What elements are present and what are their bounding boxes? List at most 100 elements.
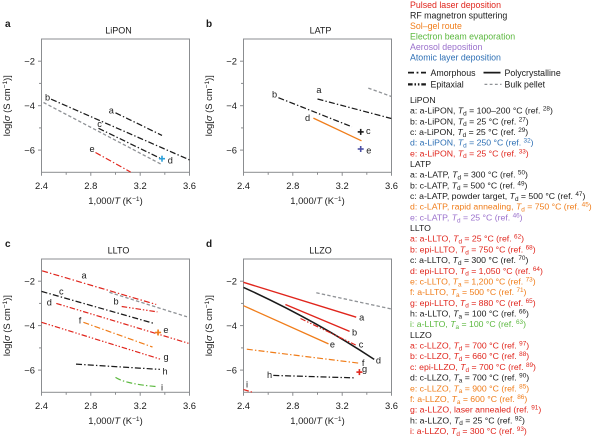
svg-text:f: a-LLZO, Ta = 600 °C (ref. 8: f: a-LLZO, Ta = 600 °C (ref. 86): [410, 394, 527, 406]
svg-text:d: d: [376, 355, 381, 365]
svg-text:Amorphous: Amorphous: [431, 68, 477, 78]
svg-text:b: c-LATP, Td = 500 °C (ref. 4: b: c-LATP, Td = 500 °C (ref. 49): [410, 180, 528, 192]
svg-text:d: epi-LLTO, Td = 1,050 °C (re: d: epi-LLTO, Td = 1,050 °C (ref. 64): [410, 266, 543, 278]
svg-text:c: c: [359, 340, 364, 350]
svg-text:d: c-LATP, rapid annealing, Td: d: c-LATP, rapid annealing, Td = 750 °C …: [410, 202, 592, 214]
svg-text:d: d: [168, 156, 173, 166]
svg-text:e: e: [330, 339, 335, 349]
svg-text:−2: −2: [24, 56, 35, 67]
svg-text:e: e: [89, 144, 94, 154]
svg-text:LLZO: LLZO: [309, 245, 332, 255]
svg-text:−4: −4: [24, 100, 35, 111]
svg-text:−4: −4: [226, 100, 237, 111]
svg-text:f: f: [362, 358, 365, 368]
svg-text:g: epi-LLTO, Td = 880 °C (ref.: g: epi-LLTO, Td = 880 °C (ref. 65): [410, 298, 536, 310]
svg-text:RF magnetron sputtering: RF magnetron sputtering: [410, 11, 507, 21]
svg-text:d: d: [305, 113, 310, 123]
svg-text:c: a-LiPON, Td = 25 °C (ref. 2: c: a-LiPON, Td = 25 °C (ref. 29): [410, 127, 528, 139]
svg-text:−6: −6: [24, 364, 35, 375]
svg-text:−2: −2: [24, 276, 35, 287]
svg-text:a: c-LLZO, Td = 700 °C (ref. 9: a: c-LLZO, Td = 700 °C (ref. 97): [410, 341, 529, 353]
svg-text:a: a: [5, 19, 11, 30]
svg-text:log[σ (S cm−1)]: log[σ (S cm−1)]: [1, 295, 12, 356]
svg-text:LiPON: LiPON: [105, 25, 132, 35]
svg-text:1,000/T (K−1): 1,000/T (K−1): [290, 415, 344, 426]
svg-text:h: h: [162, 366, 167, 376]
svg-text:3.2: 3.2: [134, 180, 147, 191]
svg-text:3.6: 3.6: [385, 400, 398, 411]
svg-text:Atomic layer deposition: Atomic layer deposition: [410, 53, 501, 63]
svg-text:2.8: 2.8: [84, 400, 97, 411]
svg-text:d: a-LiPON, Td = 250 °C (ref.: d: a-LiPON, Td = 250 °C (ref. 32): [410, 138, 534, 150]
svg-text:b: b: [45, 93, 50, 103]
svg-text:−2: −2: [226, 56, 237, 67]
svg-text:e: c-LLTO, Ta = 1,200 °C (ref.: e: c-LLTO, Ta = 1,200 °C (ref. 73): [410, 276, 536, 288]
svg-text:b: b: [206, 19, 212, 30]
svg-text:−6: −6: [226, 364, 237, 375]
svg-text:3.2: 3.2: [336, 400, 349, 411]
svg-text:c: c: [59, 287, 64, 297]
svg-text:2.8: 2.8: [286, 180, 299, 191]
svg-text:c: c: [5, 239, 11, 250]
svg-text:Sol–gel route: Sol–gel route: [410, 21, 462, 31]
svg-text:i: i: [161, 382, 163, 392]
svg-text:log[σ (S cm−1)]: log[σ (S cm−1)]: [1, 75, 12, 136]
svg-text:b: a-LiPON, Td = 25 °C (ref. 2: b: a-LiPON, Td = 25 °C (ref. 27): [410, 116, 529, 128]
svg-text:Pulsed laser deposition: Pulsed laser deposition: [410, 0, 501, 10]
svg-text:c: a-LATP, powder target, Td =: c: a-LATP, powder target, Td = 500 °C (r…: [410, 191, 585, 203]
svg-text:a: a: [359, 312, 365, 322]
svg-text:e: c-LATP, Td = 25 °C (ref. 46: e: c-LATP, Td = 25 °C (ref. 46): [410, 212, 523, 224]
svg-text:e: e: [366, 146, 371, 156]
svg-text:2.4: 2.4: [35, 180, 48, 191]
svg-text:Aerosol deposition: Aerosol deposition: [410, 42, 482, 52]
svg-text:3.6: 3.6: [183, 400, 196, 411]
svg-text:d: d: [206, 239, 212, 250]
svg-text:a: a: [109, 106, 115, 116]
svg-text:h: h: [267, 370, 272, 380]
svg-text:−4: −4: [226, 320, 237, 331]
svg-text:i: a-LLTO, Ta = 100 °C (ref. 6: i: a-LLTO, Ta = 100 °C (ref. 63): [410, 319, 526, 331]
svg-text:−4: −4: [24, 320, 35, 331]
svg-text:LLTO: LLTO: [108, 245, 130, 255]
svg-text:1,000/T (K−1): 1,000/T (K−1): [290, 195, 344, 206]
svg-text:LLZO: LLZO: [410, 330, 432, 340]
svg-text:a: a: [316, 85, 322, 95]
svg-text:1,000/T (K−1): 1,000/T (K−1): [88, 415, 142, 426]
svg-text:b: b: [352, 328, 357, 338]
svg-text:a: a-LiPON, Td = 100–200 °C (r: a: a-LiPON, Td = 100–200 °C (ref. 28): [410, 106, 553, 118]
svg-text:d: c-LLZO, Ta = 700 °C (ref. 9: d: c-LLZO, Ta = 700 °C (ref. 90): [410, 373, 529, 385]
svg-text:a: a: [81, 271, 87, 281]
svg-text:Bulk pellet: Bulk pellet: [505, 80, 546, 90]
svg-text:b: b: [272, 90, 277, 100]
svg-text:Electron beam evaporation: Electron beam evaporation: [410, 32, 515, 42]
svg-text:2.8: 2.8: [286, 400, 299, 411]
svg-text:2.4: 2.4: [237, 400, 250, 411]
svg-text:log[σ (S cm−1)]: log[σ (S cm−1)]: [203, 75, 214, 136]
svg-text:log[σ (S cm−1)]: log[σ (S cm−1)]: [203, 295, 214, 356]
svg-text:2.8: 2.8: [84, 180, 97, 191]
svg-text:a: a-LATP, Td = 300 °C (ref. 5: a: a-LATP, Td = 300 °C (ref. 50): [410, 170, 528, 182]
svg-text:f: f: [79, 316, 82, 326]
svg-text:b: c-LLZO, Td = 660 °C (ref. 8: b: c-LLZO, Td = 660 °C (ref. 88): [410, 351, 529, 363]
svg-text:i: a-LLZO, Td = 300 °C (ref. 9: i: a-LLZO, Td = 300 °C (ref. 93): [410, 426, 527, 438]
svg-text:h: a-LLZO, Td = 25 °C (ref. 92: h: a-LLZO, Td = 25 °C (ref. 92): [410, 415, 525, 427]
svg-text:b: epi-LLTO, Td = 750 °C (ref.: b: epi-LLTO, Td = 750 °C (ref. 68): [410, 244, 536, 256]
svg-text:g: g: [362, 364, 367, 374]
svg-text:c: c: [366, 126, 371, 136]
svg-text:d: d: [47, 297, 52, 307]
svg-text:LLTO: LLTO: [410, 223, 431, 233]
svg-text:3.2: 3.2: [134, 400, 147, 411]
svg-text:e: c-LLZO, Ta = 900 °C (ref. 8: e: c-LLZO, Ta = 900 °C (ref. 85): [410, 383, 529, 395]
svg-text:3.6: 3.6: [183, 180, 196, 191]
svg-text:e: e: [163, 325, 168, 335]
svg-text:c: a-LLTO, Td = 300 °C (ref. 7: c: a-LLTO, Td = 300 °C (ref. 70): [410, 255, 528, 267]
svg-text:c: epi-LLZO, Td = 700 °C (ref.: c: epi-LLZO, Td = 700 °C (ref. 89): [410, 362, 536, 374]
svg-text:2.4: 2.4: [237, 180, 250, 191]
svg-text:e: a-LiPON, Td = 25 °C (ref. 3: e: a-LiPON, Td = 25 °C (ref. 33): [410, 148, 529, 160]
svg-text:c: c: [97, 119, 102, 129]
svg-text:h: a-LLTO, Ta = 100 °C (ref. 6: h: a-LLTO, Ta = 100 °C (ref. 66): [410, 309, 529, 321]
svg-text:−2: −2: [226, 276, 237, 287]
svg-text:b: b: [113, 297, 118, 307]
svg-text:LiPON: LiPON: [410, 95, 436, 105]
svg-text:LATP: LATP: [410, 159, 431, 169]
